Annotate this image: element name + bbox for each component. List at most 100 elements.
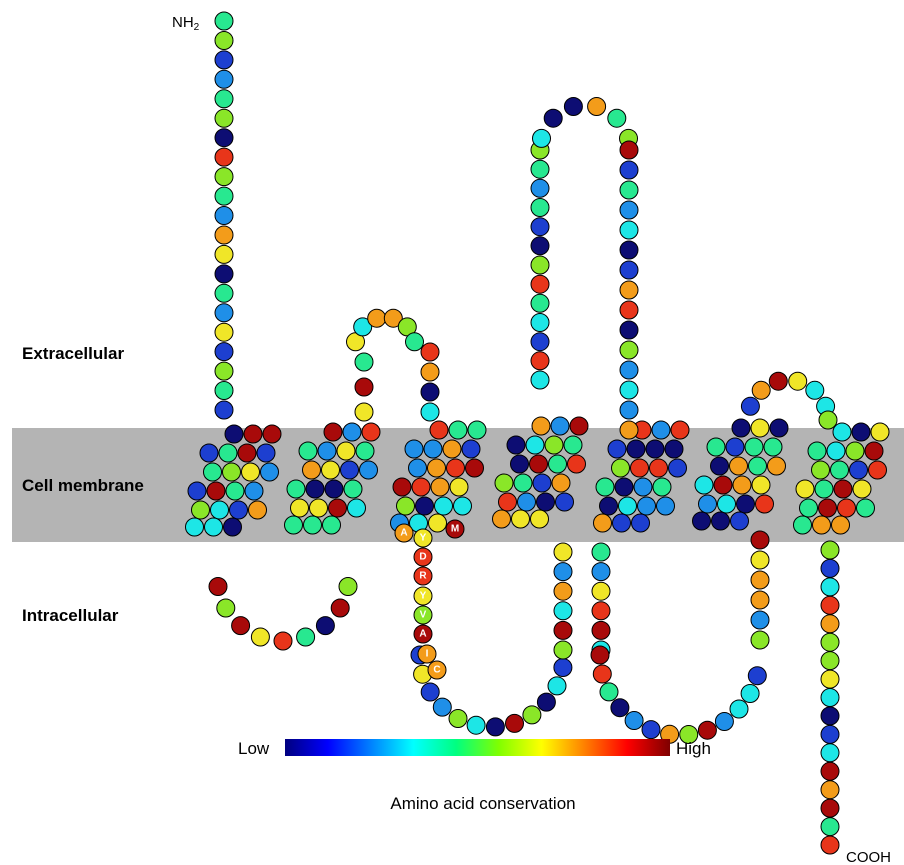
residue: [649, 458, 668, 478]
residue: [206, 481, 226, 501]
residue: [214, 303, 234, 323]
residue: [736, 494, 755, 514]
residue: [317, 441, 337, 461]
residue: [820, 540, 840, 560]
residue: [216, 598, 236, 618]
residue: [619, 200, 639, 220]
residue: [430, 477, 450, 497]
residue: [641, 720, 661, 740]
residue: [750, 570, 770, 590]
residue: [214, 108, 234, 128]
residue: [751, 380, 771, 400]
residue: [820, 780, 840, 800]
motif-residue-letter: Y: [420, 533, 427, 544]
c-terminus-label: COOH: [846, 849, 891, 865]
residue: [645, 439, 665, 459]
residue: [729, 699, 749, 719]
residue: [284, 515, 303, 535]
conservation-gradient-bar: [285, 739, 670, 756]
residue: [591, 542, 611, 562]
residue: [788, 371, 808, 391]
residue: [506, 435, 526, 455]
residue: [214, 361, 234, 381]
residue: [591, 562, 611, 582]
residue: [321, 460, 340, 480]
residue: [763, 437, 783, 457]
residue: [214, 322, 234, 342]
residue: [296, 627, 316, 647]
residue: [315, 616, 335, 636]
residue: [814, 479, 834, 499]
residue: [820, 835, 840, 855]
residue: [831, 515, 850, 535]
residue: [536, 492, 555, 512]
residue: [262, 424, 282, 444]
residue: [290, 498, 309, 518]
residue: [668, 458, 687, 478]
residue: [714, 712, 734, 731]
residue: [679, 725, 699, 744]
residue: [750, 550, 770, 570]
motif-residue: [417, 644, 437, 664]
residue: [618, 496, 637, 516]
residue: [222, 462, 241, 482]
residue: [837, 498, 856, 518]
residue: [551, 473, 571, 493]
residue: [611, 458, 630, 478]
residue: [550, 416, 570, 436]
motif-residue-letter: M: [451, 524, 459, 535]
residue: [818, 498, 837, 518]
residue: [229, 500, 248, 520]
residue: [428, 513, 447, 533]
residue: [466, 715, 486, 735]
residue: [218, 443, 238, 463]
residue: [591, 581, 611, 601]
residue: [199, 443, 219, 463]
residue: [256, 443, 276, 463]
residue: [530, 351, 550, 371]
residue: [420, 382, 440, 402]
residue: [599, 682, 619, 702]
residue: [820, 577, 840, 597]
residue: [832, 422, 852, 442]
residue: [405, 332, 424, 352]
residue: [750, 590, 770, 610]
residue: [793, 515, 812, 535]
residue: [449, 477, 469, 497]
legend-title: Amino acid conservation: [390, 794, 575, 813]
residue: [354, 352, 374, 372]
residue: [214, 244, 234, 264]
residue: [536, 692, 556, 712]
residue: [811, 460, 830, 480]
residue: [656, 496, 675, 516]
residue: [740, 684, 760, 703]
extracellular-label: Extracellular: [22, 344, 124, 363]
residue: [820, 595, 840, 615]
residue: [494, 473, 514, 493]
residue: [820, 706, 840, 726]
residue: [336, 441, 356, 461]
residue: [750, 630, 770, 650]
residue: [833, 479, 853, 499]
residue: [214, 381, 234, 400]
residue: [740, 396, 760, 416]
residue: [563, 435, 583, 455]
residue: [522, 705, 542, 725]
residue: [670, 420, 690, 440]
residue: [354, 377, 374, 397]
residue: [820, 817, 840, 837]
residue: [567, 454, 586, 474]
residue: [214, 342, 234, 362]
residue: [548, 454, 567, 474]
residue: [359, 460, 378, 480]
residue: [820, 558, 840, 578]
motif-residue: [394, 523, 414, 543]
residue: [553, 581, 573, 601]
residue: [870, 422, 890, 442]
residue: [711, 511, 730, 531]
residue: [619, 400, 639, 420]
residue: [706, 437, 726, 457]
residue: [769, 418, 789, 438]
residue: [591, 620, 611, 640]
